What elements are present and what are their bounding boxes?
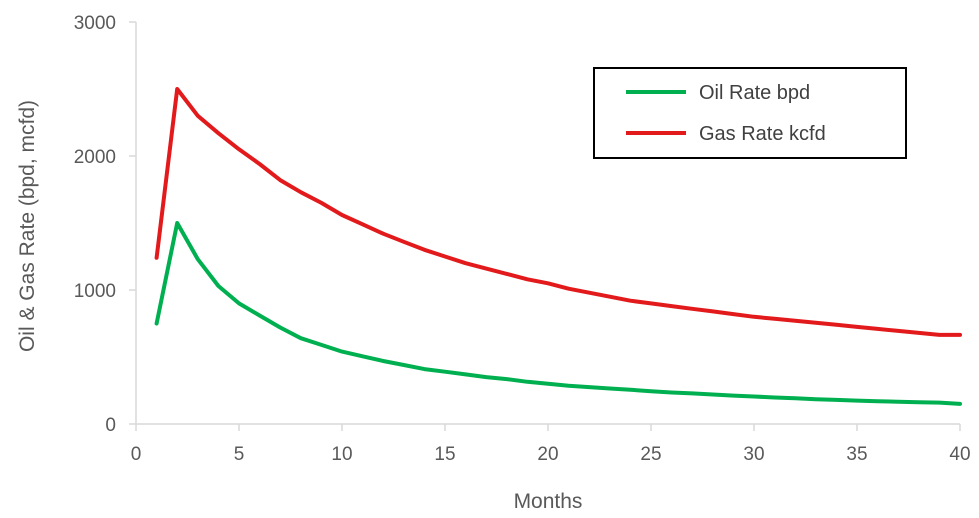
x-tick-label: 10 — [331, 444, 352, 465]
series-line-oil-rate — [154, 221, 962, 406]
x-tick-label: 20 — [537, 444, 558, 465]
x-tick-label: 5 — [234, 444, 245, 465]
legend-label-oil: Oil Rate bpd — [699, 82, 810, 104]
y-axis-title: Oil & Gas Rate (bpd, mcfd) — [16, 100, 39, 352]
x-tick-label: 0 — [131, 444, 142, 465]
y-tick-label: 0 — [105, 415, 116, 436]
x-tick-label: 25 — [640, 444, 661, 465]
x-tick-label: 40 — [949, 444, 970, 465]
x-tick-label: 35 — [846, 444, 867, 465]
legend: Oil Rate bpd Gas Rate kcfd — [593, 67, 907, 159]
y-tick-label: 2000 — [74, 147, 116, 168]
legend-box — [593, 67, 907, 159]
x-tick-label: 15 — [434, 444, 455, 465]
x-tick-label: 30 — [743, 444, 764, 465]
axis-layer: 0 1000 2000 3000 0 5 10 15 20 25 30 35 40 — [74, 13, 971, 465]
series-line-gas-rate — [154, 87, 962, 337]
y-tick-label: 1000 — [74, 281, 116, 302]
legend-label-gas: Gas Rate kcfd — [699, 123, 826, 145]
series-layer — [154, 87, 962, 406]
y-tick-label: 3000 — [74, 13, 116, 34]
x-axis-title: Months — [514, 490, 583, 513]
